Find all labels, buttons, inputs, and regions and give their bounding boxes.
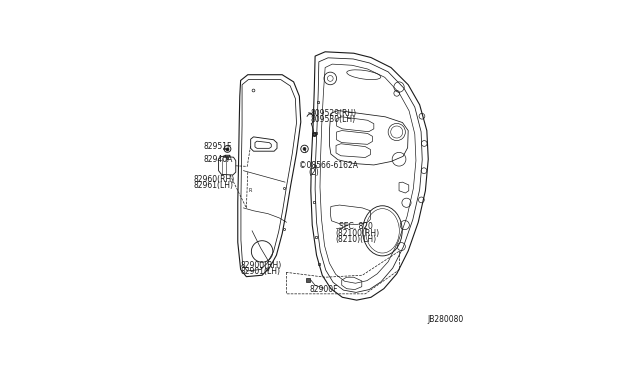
Text: 82951F: 82951F: [204, 142, 232, 151]
Text: JB280080: JB280080: [428, 315, 464, 324]
Text: R: R: [249, 188, 252, 193]
Text: ©08566-6162A: ©08566-6162A: [300, 161, 358, 170]
Text: 82900F: 82900F: [309, 285, 338, 294]
Text: (8210)(LH): (8210)(LH): [336, 235, 377, 244]
Circle shape: [224, 145, 231, 153]
Text: (82100(RH): (82100(RH): [336, 229, 380, 238]
Text: 82960(RH): 82960(RH): [193, 175, 235, 184]
Text: SEC. 820: SEC. 820: [339, 222, 373, 231]
Text: 82961(LH): 82961(LH): [193, 181, 234, 190]
Text: (2): (2): [308, 168, 319, 177]
Circle shape: [303, 147, 306, 150]
Text: 82901(LH): 82901(LH): [241, 267, 280, 276]
Text: 809530(LH): 809530(LH): [311, 115, 356, 124]
Text: 809529(RH): 809529(RH): [311, 109, 357, 118]
Text: 82940A: 82940A: [204, 155, 233, 164]
Text: 82900(RH): 82900(RH): [241, 261, 282, 270]
